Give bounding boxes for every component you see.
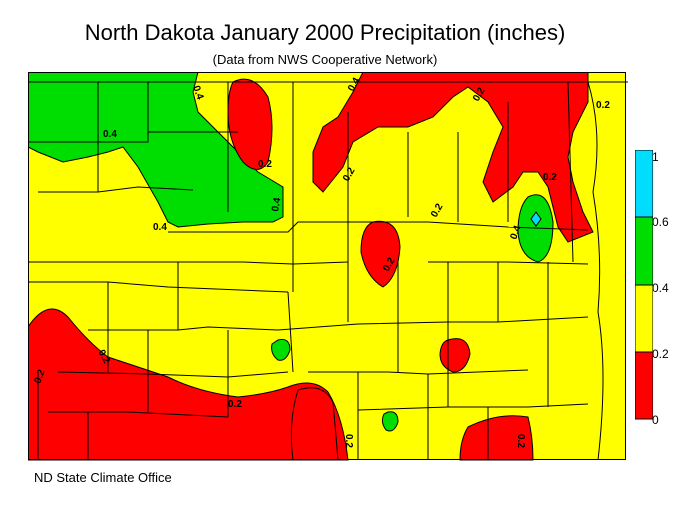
dry-region-southwest <box>28 308 349 461</box>
legend-swatch-moderate <box>635 284 653 353</box>
legend-swatch-wet <box>635 216 653 286</box>
map-subtitle: (Data from NWS Cooperative Network) <box>212 52 438 67</box>
contour-label: 0.2 <box>228 399 242 410</box>
map-title: North Dakota January 2000 Precipitation … <box>84 20 566 45</box>
legend-tick-label: 0.4 <box>652 281 669 295</box>
legend-tick-label: 0 <box>652 413 659 427</box>
contour-label: 0.2 <box>515 434 526 448</box>
contour-label: 0.4 <box>103 129 117 140</box>
state-border <box>28 72 626 460</box>
contour-label: 0.2 <box>596 100 610 111</box>
contour-label: 0.2 <box>258 159 272 170</box>
contour-label: 0.2 <box>32 368 47 385</box>
legend-tick-label: 0.2 <box>652 347 669 361</box>
very-wet-spot-east <box>530 211 542 227</box>
contour-label: 0.2 <box>343 434 354 448</box>
contour-label: 0.4 <box>508 224 523 241</box>
dry-region-northeast <box>312 72 594 243</box>
credit-text: ND State Climate Office <box>34 470 172 485</box>
dry-region-southeast <box>459 415 534 461</box>
contour-label: 0.4 <box>190 84 205 101</box>
legend-tick-label: 1 <box>652 150 659 164</box>
dry-region-central <box>360 220 401 288</box>
wet-region-northwest <box>28 72 284 228</box>
legend-swatch-very-wet <box>635 150 653 218</box>
legend-colorbar <box>635 150 653 420</box>
legend-swatch-dry <box>635 351 653 420</box>
wet-spot-central <box>271 339 291 361</box>
county-boundaries <box>28 81 628 461</box>
wet-spot-south <box>381 411 399 432</box>
legend-tick-label: 0.6 <box>652 215 669 229</box>
contour-label: 0.4 <box>153 222 167 233</box>
contour-label: 0.2 <box>543 172 557 183</box>
precipitation-map: 0.4 0.4 0.2 0.4 0.4 0.2 0.4 0.2 0.2 0.2 … <box>28 72 628 461</box>
contour-label: 0.4 <box>270 196 283 212</box>
dry-region-south <box>290 387 339 461</box>
